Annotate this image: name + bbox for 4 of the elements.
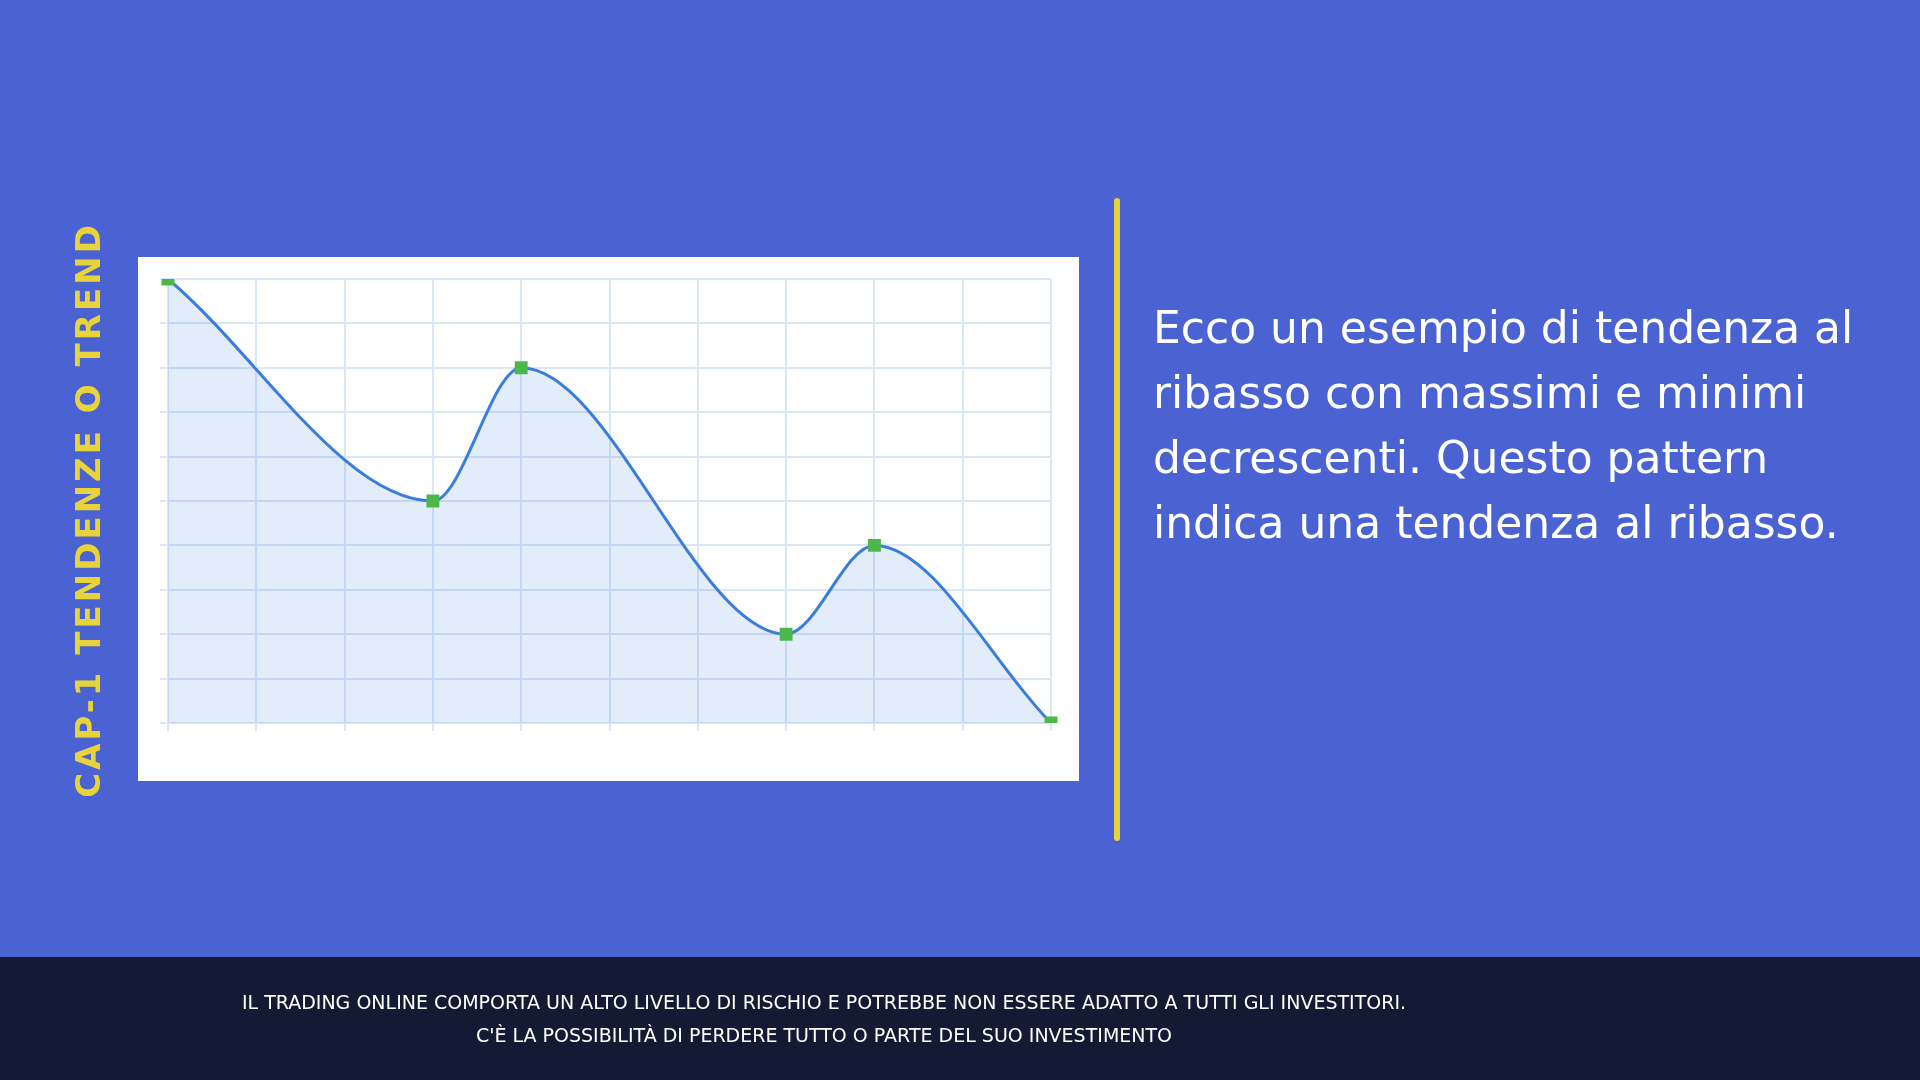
text: IL TRADING ONLINE COMPORTA UN ALTO LIVELLO DI RISCHIO E POTREBBE NON ESSERE ADATTO A TUTTI GLI INVESTITORI. bbox=[241, 991, 1407, 1013]
text: CAP-1 TENDENZE O TREND bbox=[68, 222, 108, 798]
text: Ecco un esempio di tendenza al ribasso con massimi e minimi decrescenti. Questo pattern indica una tendenza al ribasso. bbox=[1153, 301, 1855, 550]
text: C'È LA POSSIBILITÀ DI PERDERE TUTTO O PARTE DEL SUO INVESTIMENTO bbox=[475, 1024, 1173, 1046]
